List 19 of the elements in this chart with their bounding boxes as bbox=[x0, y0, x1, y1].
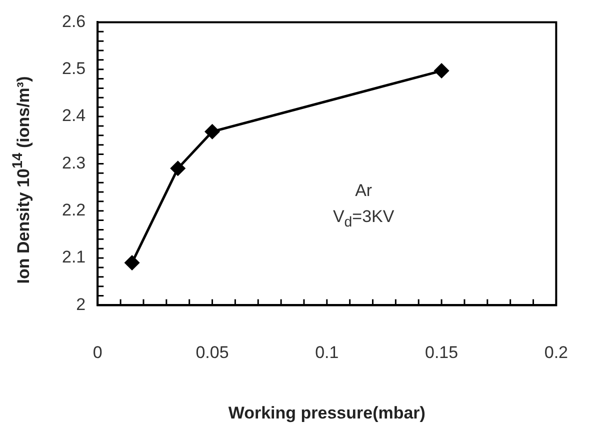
x-tick-label: 0.15 bbox=[425, 343, 458, 362]
annotation: V$_{d}$=3KV bbox=[332, 206, 394, 230]
point bbox=[434, 64, 449, 78]
point bbox=[205, 124, 220, 139]
x-axis-title: Working pressure(mbar) bbox=[228, 403, 426, 422]
annotation: Ar bbox=[355, 180, 372, 201]
x-tick-label: 0.1 bbox=[315, 343, 339, 362]
x-tick-label: 0.2 bbox=[544, 343, 568, 362]
y-tick-label: 2 bbox=[76, 294, 86, 314]
y-tick-label: 2.1 bbox=[62, 248, 86, 267]
point bbox=[170, 161, 186, 176]
y-tick-label: 2.2 bbox=[62, 200, 86, 220]
x-tick-label: 0.05 bbox=[196, 343, 229, 362]
y-tick-label: 2.3 bbox=[62, 153, 86, 172]
y-tick-label: 2.4 bbox=[62, 106, 86, 126]
point bbox=[124, 256, 140, 270]
y-tick-label: 2.5 bbox=[62, 59, 86, 78]
y-tick-label: 2.6 bbox=[62, 12, 86, 31]
x-tick-label: 0 bbox=[92, 343, 102, 362]
